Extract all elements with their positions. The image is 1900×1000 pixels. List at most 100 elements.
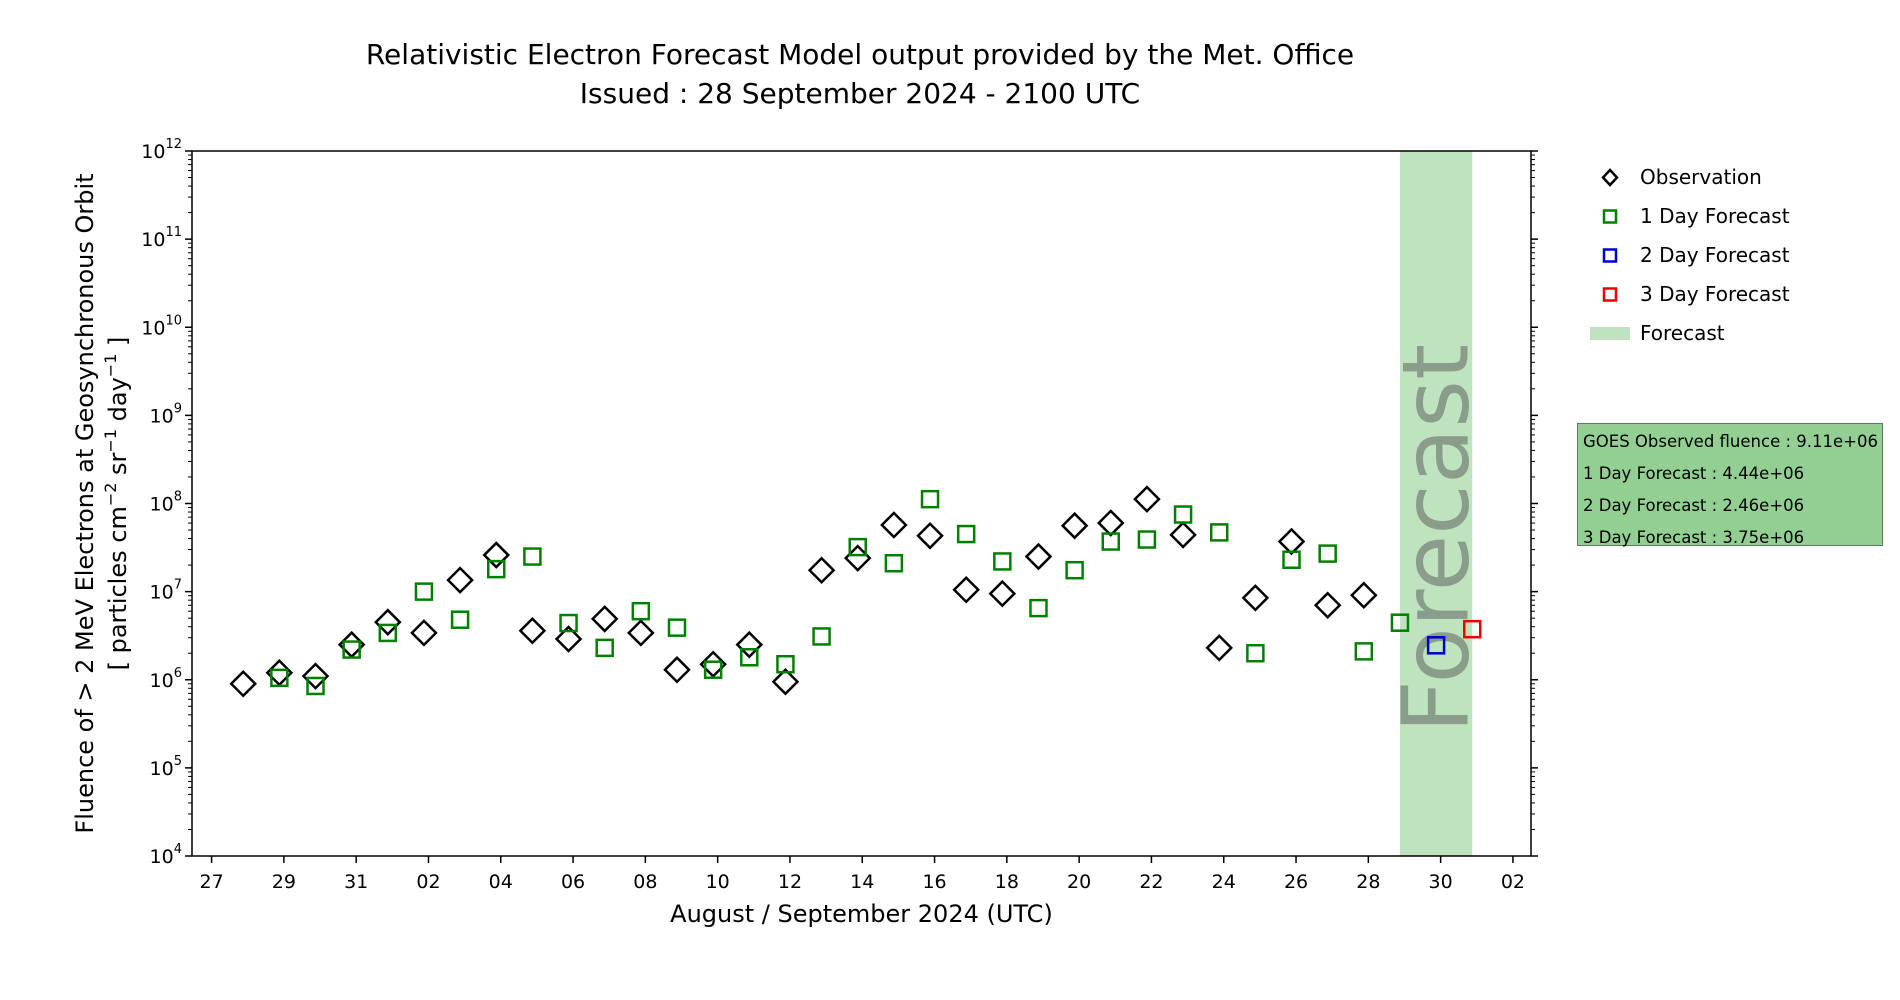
legend-label: 3 Day Forecast	[1640, 282, 1790, 306]
legend-item: 2 Day Forecast	[1560, 236, 1820, 275]
observation-point	[410, 619, 438, 647]
info-3day-forecast: 3 Day Forecast : 3.75e+06	[1583, 528, 1805, 547]
observation-point	[952, 575, 980, 604]
legend-marker	[1602, 248, 1618, 263]
1-day-forecast-point	[450, 610, 470, 629]
chart-subtitle: Issued : 28 September 2024 - 2100 UTC	[579, 77, 1141, 110]
1-day-forecast-point	[342, 640, 361, 659]
observation-point	[699, 650, 727, 678]
1-day-forecast-point	[1101, 532, 1121, 551]
x-tick-label: 16	[922, 871, 946, 893]
observation-point	[1169, 521, 1197, 549]
1-day-forecast-point	[920, 489, 940, 509]
1-day-forecast-point	[1282, 550, 1301, 569]
legend-item: Forecast	[1560, 314, 1820, 353]
info-2day-forecast: 2 Day Forecast : 2.46e+06	[1583, 496, 1805, 515]
x-tick-label: 04	[489, 871, 513, 893]
observation-point	[482, 541, 511, 569]
x-tick-label: 20	[1067, 871, 1091, 893]
x-tick-label: 30	[1429, 871, 1453, 893]
forecast-band-layer: Forecast	[1383, 151, 1490, 856]
legend-item: Observation	[1560, 158, 1820, 197]
observation-point	[229, 670, 257, 698]
1-day-forecast-point	[414, 582, 434, 601]
1-day-forecast-point	[1390, 613, 1410, 632]
1-day-forecast-point	[667, 618, 687, 637]
legend: Observation 1 Day Forecast 2 Day Forecast 3…	[1560, 158, 1820, 353]
x-axis-label: August / September 2024 (UTC)	[670, 900, 1053, 928]
x-tick-label: 31	[344, 871, 368, 893]
observation-point	[1277, 527, 1306, 556]
observation-point	[771, 667, 800, 696]
x-tick-label: 08	[633, 871, 657, 893]
legend-label: Forecast	[1640, 321, 1725, 345]
plot-frame	[191, 150, 1532, 857]
observation-point	[1205, 634, 1233, 662]
1-day-forecast-point	[776, 654, 795, 674]
legend-marker	[1602, 287, 1618, 302]
info-1day-forecast: 1 Day Forecast : 4.44e+06	[1583, 464, 1805, 483]
x-tick-label: 18	[995, 871, 1019, 893]
1-day-forecast-point	[378, 623, 398, 643]
1-day-forecast-point	[1318, 544, 1337, 563]
1-day-forecast-point	[848, 537, 867, 557]
observation-point	[1024, 542, 1053, 571]
forecast-band	[1399, 151, 1473, 856]
x-tick-label: 02	[1501, 871, 1525, 893]
legend-label: 1 Day Forecast	[1640, 204, 1790, 228]
y-tick-label: 104	[150, 842, 182, 868]
x-tick-label: 06	[561, 871, 585, 893]
x-tick-label: 02	[416, 871, 440, 893]
1-day-forecast-point	[993, 552, 1012, 571]
y-tick-label: 108	[150, 490, 182, 516]
x-tick-label: 26	[1284, 871, 1308, 893]
legend-marker	[1590, 327, 1630, 340]
1-day-forecast-point	[523, 547, 542, 566]
y-tick-label: 105	[150, 754, 182, 780]
1-day-forecast-point	[956, 524, 976, 544]
observation-point	[1313, 591, 1342, 620]
chart-title: Relativistic Electron Forecast Model out…	[365, 38, 1355, 71]
y-axis-label: Fluence of > 2 MeV Electrons at Geosynch…	[71, 173, 99, 833]
fluence-info-box: GOES Observed fluence : 9.11e+06 1 Day F…	[1577, 423, 1883, 547]
x-tick-label: 12	[778, 871, 802, 893]
y-tick-label: 109	[150, 401, 182, 427]
observation-point	[374, 608, 402, 636]
x-tick-label: 14	[850, 871, 874, 893]
y-tick-label: 1010	[141, 313, 182, 339]
y-tick-label: 106	[150, 666, 182, 692]
legend-marker	[1601, 168, 1619, 187]
observation-point	[590, 605, 619, 633]
y-tick-label: 1012	[141, 137, 182, 163]
1-day-forecast-point	[486, 559, 506, 579]
observation-point	[807, 556, 836, 584]
observation-point	[518, 616, 547, 645]
x-tick-label: 29	[272, 871, 296, 893]
observation-point	[627, 619, 655, 647]
legend-marker	[1602, 209, 1618, 224]
1-day-forecast-point	[1354, 642, 1374, 661]
1-day-forecast-point	[703, 660, 723, 679]
1-day-forecast-point	[812, 627, 831, 646]
observation-point	[916, 522, 944, 550]
1-day-forecast-point	[1029, 598, 1048, 618]
1-day-forecast-point	[631, 601, 651, 621]
legend-item: 3 Day Forecast	[1560, 275, 1820, 314]
legend-label: 2 Day Forecast	[1640, 243, 1790, 267]
legend-item: 1 Day Forecast	[1560, 197, 1820, 236]
x-tick-label: 22	[1139, 871, 1163, 893]
x-tick-label: 24	[1212, 871, 1236, 893]
observation-point	[446, 566, 474, 594]
x-tick-label: 28	[1356, 871, 1380, 893]
1-day-forecast-point	[1173, 505, 1193, 524]
1-day-forecast-point	[1209, 523, 1229, 542]
forecast-band-label: Forecast	[1383, 344, 1490, 733]
observation-point	[1060, 511, 1089, 540]
1-day-forecast-point	[740, 648, 759, 667]
1-day-forecast-point	[595, 638, 614, 658]
data-marks-layer	[229, 485, 1482, 698]
x-tick-label: 10	[706, 871, 730, 893]
y-axis-label-units: [ particles cm−2 sr−1 day−1 ]	[101, 337, 132, 671]
2-day-forecast-point	[1426, 636, 1446, 655]
